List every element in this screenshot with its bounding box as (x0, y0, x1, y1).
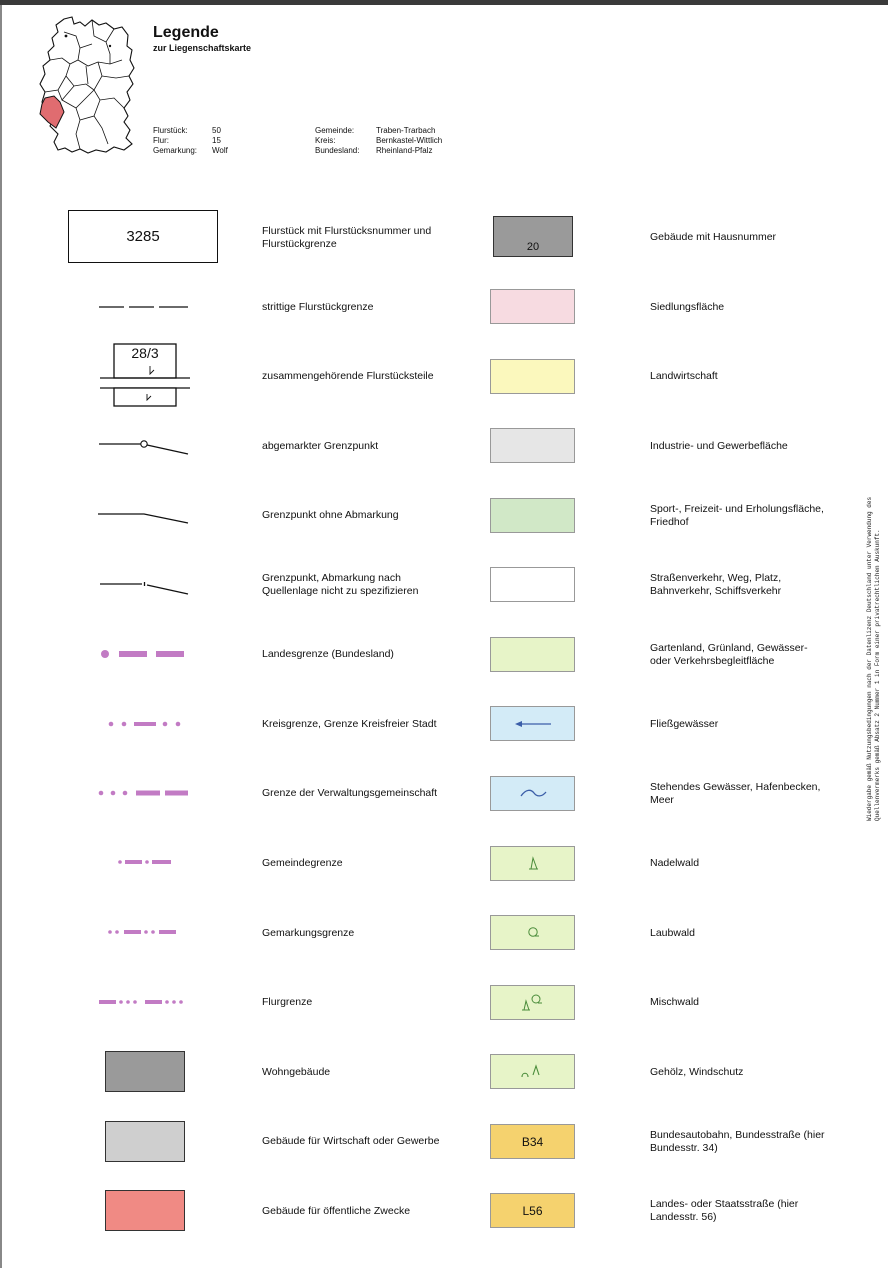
district-border-symbol (108, 721, 181, 727)
standing-water-swatch (490, 776, 575, 811)
legend-label: Laubwald (650, 927, 695, 939)
legend-label: Industrie- und Gewerbefläche (650, 440, 788, 452)
mixed-forest-swatch (490, 985, 575, 1020)
legend-label: strittige Flurstückgrenze (262, 301, 374, 313)
legend-label: Flurgrenze (262, 996, 313, 1008)
deciduous-tree-icon (528, 927, 539, 937)
legend-label: Mischwald (650, 996, 700, 1008)
conifer-forest-swatch (490, 846, 575, 881)
shrubs-swatch (490, 1054, 575, 1089)
legend-label: abgemarkter Grenzpunkt (262, 440, 379, 452)
admin-border-symbol (98, 790, 188, 796)
municipal-border-symbol (118, 860, 171, 864)
unmarked-point-symbol (98, 513, 189, 524)
page-subtitle: zur Liegenschaftskarte (153, 43, 252, 53)
flowing-water-swatch (490, 706, 575, 741)
meta-label: Flurstück: (153, 126, 188, 135)
legend-label: Siedlungsfläche (650, 301, 725, 313)
page-title: Legende (153, 24, 219, 41)
parcel-number-symbol: 3285 (68, 210, 218, 263)
agriculture-swatch (490, 359, 575, 394)
combined-parcel-symbol (100, 343, 190, 407)
meta-value: Rheinland-Pfalz (376, 146, 433, 155)
traffic-swatch (490, 567, 575, 602)
meta-value: Wolf (212, 146, 228, 155)
meta-label: Bundesland: (315, 146, 360, 155)
legend-label: Gemeindegrenze (262, 857, 343, 869)
legend-label: Stehendes Gewässer, Hafenbecken, Meer (650, 781, 821, 806)
arrow-left-icon (515, 721, 551, 727)
parcel-number-text: 3285 (126, 228, 160, 245)
legend-label: Fließgewässer (650, 718, 719, 730)
deciduous-forest-swatch (490, 915, 575, 950)
side-note: Wiedergabe gemäß Nutzungsbedingungen nac… (866, 496, 881, 821)
meta-values-right: Traben-Trarbach Bernkastel-Wittlich Rhei… (376, 126, 442, 156)
disputed-border-symbol (99, 306, 188, 308)
legend-label: Gemarkungsgrenze (262, 927, 355, 939)
shrub-icon (521, 1064, 540, 1078)
federal-road-swatch: B34 (490, 1124, 575, 1159)
legend-label: Grenzpunkt, Abmarkung nach Quellenlage n… (262, 572, 419, 597)
wave-icon (520, 789, 547, 797)
legend-label: Straßenverkehr, Weg, Platz, Bahnverkehr,… (650, 572, 782, 597)
window-left-edge (0, 5, 2, 1268)
marked-point-symbol (99, 440, 189, 455)
meta-value: 15 (212, 136, 221, 145)
meta-value: Traben-Trarbach (376, 126, 436, 135)
building-number-swatch: 20 (493, 216, 573, 257)
meta-value: Bernkastel-Wittlich (376, 136, 443, 145)
legend-label: zusammengehörende Flurstücksteile (262, 370, 434, 382)
meta-label: Kreis: (315, 136, 336, 145)
legend-label: Gehölz, Windschutz (650, 1066, 744, 1078)
legend-label: Bundesautobahn, Bundesstraße (hier Bunde… (650, 1129, 825, 1154)
field-border-symbol (99, 1000, 183, 1004)
state-road-swatch: L56 (490, 1193, 575, 1228)
legend-label: Gebäude für öffentliche Zwecke (262, 1205, 411, 1217)
legend-label: Kreisgrenze, Grenze Kreisfreier Stadt (262, 718, 437, 730)
residential-building-swatch (105, 1051, 185, 1092)
legend-label: Grenzpunkt ohne Abmarkung (262, 509, 399, 521)
legend-label: Gebäude für Wirtschaft oder Gewerbe (262, 1135, 440, 1147)
mixed-forest-icon (522, 994, 542, 1011)
unspecified-point-symbol (100, 582, 189, 595)
building-number-text: 20 (526, 241, 540, 253)
meta-value: 50 (212, 126, 221, 135)
meta-labels-right: Gemeinde: Kreis: Bundesland: (315, 126, 359, 156)
legend-label: Wohngebäude (262, 1066, 331, 1078)
cadastral-border-symbol (108, 930, 176, 934)
legend-label: Nadelwald (650, 857, 700, 869)
garden-swatch (490, 637, 575, 672)
recreation-swatch (490, 498, 575, 533)
legend-label: Landesgrenze (Bundesland) (262, 648, 394, 660)
state-road-text: L56 (522, 1203, 543, 1218)
legend-label: Landes- oder Staatsstraße (hier Landesst… (650, 1198, 799, 1223)
combined-parcel-text: 28/3 (131, 345, 159, 361)
settlement-swatch (490, 289, 575, 324)
meta-label: Gemeinde: (315, 126, 355, 135)
legend-label: Gartenland, Grünland, Gewässer- oder Ver… (650, 642, 808, 667)
meta-label: Flur: (153, 136, 169, 145)
legend-label: Gebäude mit Hausnummer (650, 231, 777, 243)
public-building-swatch (105, 1190, 185, 1231)
meta-label: Gemarkung: (153, 146, 198, 155)
legend-label: Landwirtschaft (650, 370, 718, 382)
industry-swatch (490, 428, 575, 463)
legend-label: Grenze der Verwaltungsgemeinschaft (262, 787, 438, 799)
legend-label: Sport-, Freizeit- und Erholungsfläche, F… (650, 503, 824, 528)
federal-road-text: B34 (521, 1134, 544, 1149)
meta-values-left: 50 15 Wolf (212, 126, 228, 156)
legend-label: Flurstück mit Flurstücksnummer und Flurs… (262, 225, 432, 250)
germany-map-icon (39, 16, 135, 154)
commercial-building-swatch (105, 1121, 185, 1162)
meta-labels-left: Flurstück: Flur: Gemarkung: (153, 126, 197, 156)
state-border-symbol (101, 650, 184, 658)
conifer-tree-icon (529, 856, 538, 870)
window-top-bar (0, 0, 888, 5)
